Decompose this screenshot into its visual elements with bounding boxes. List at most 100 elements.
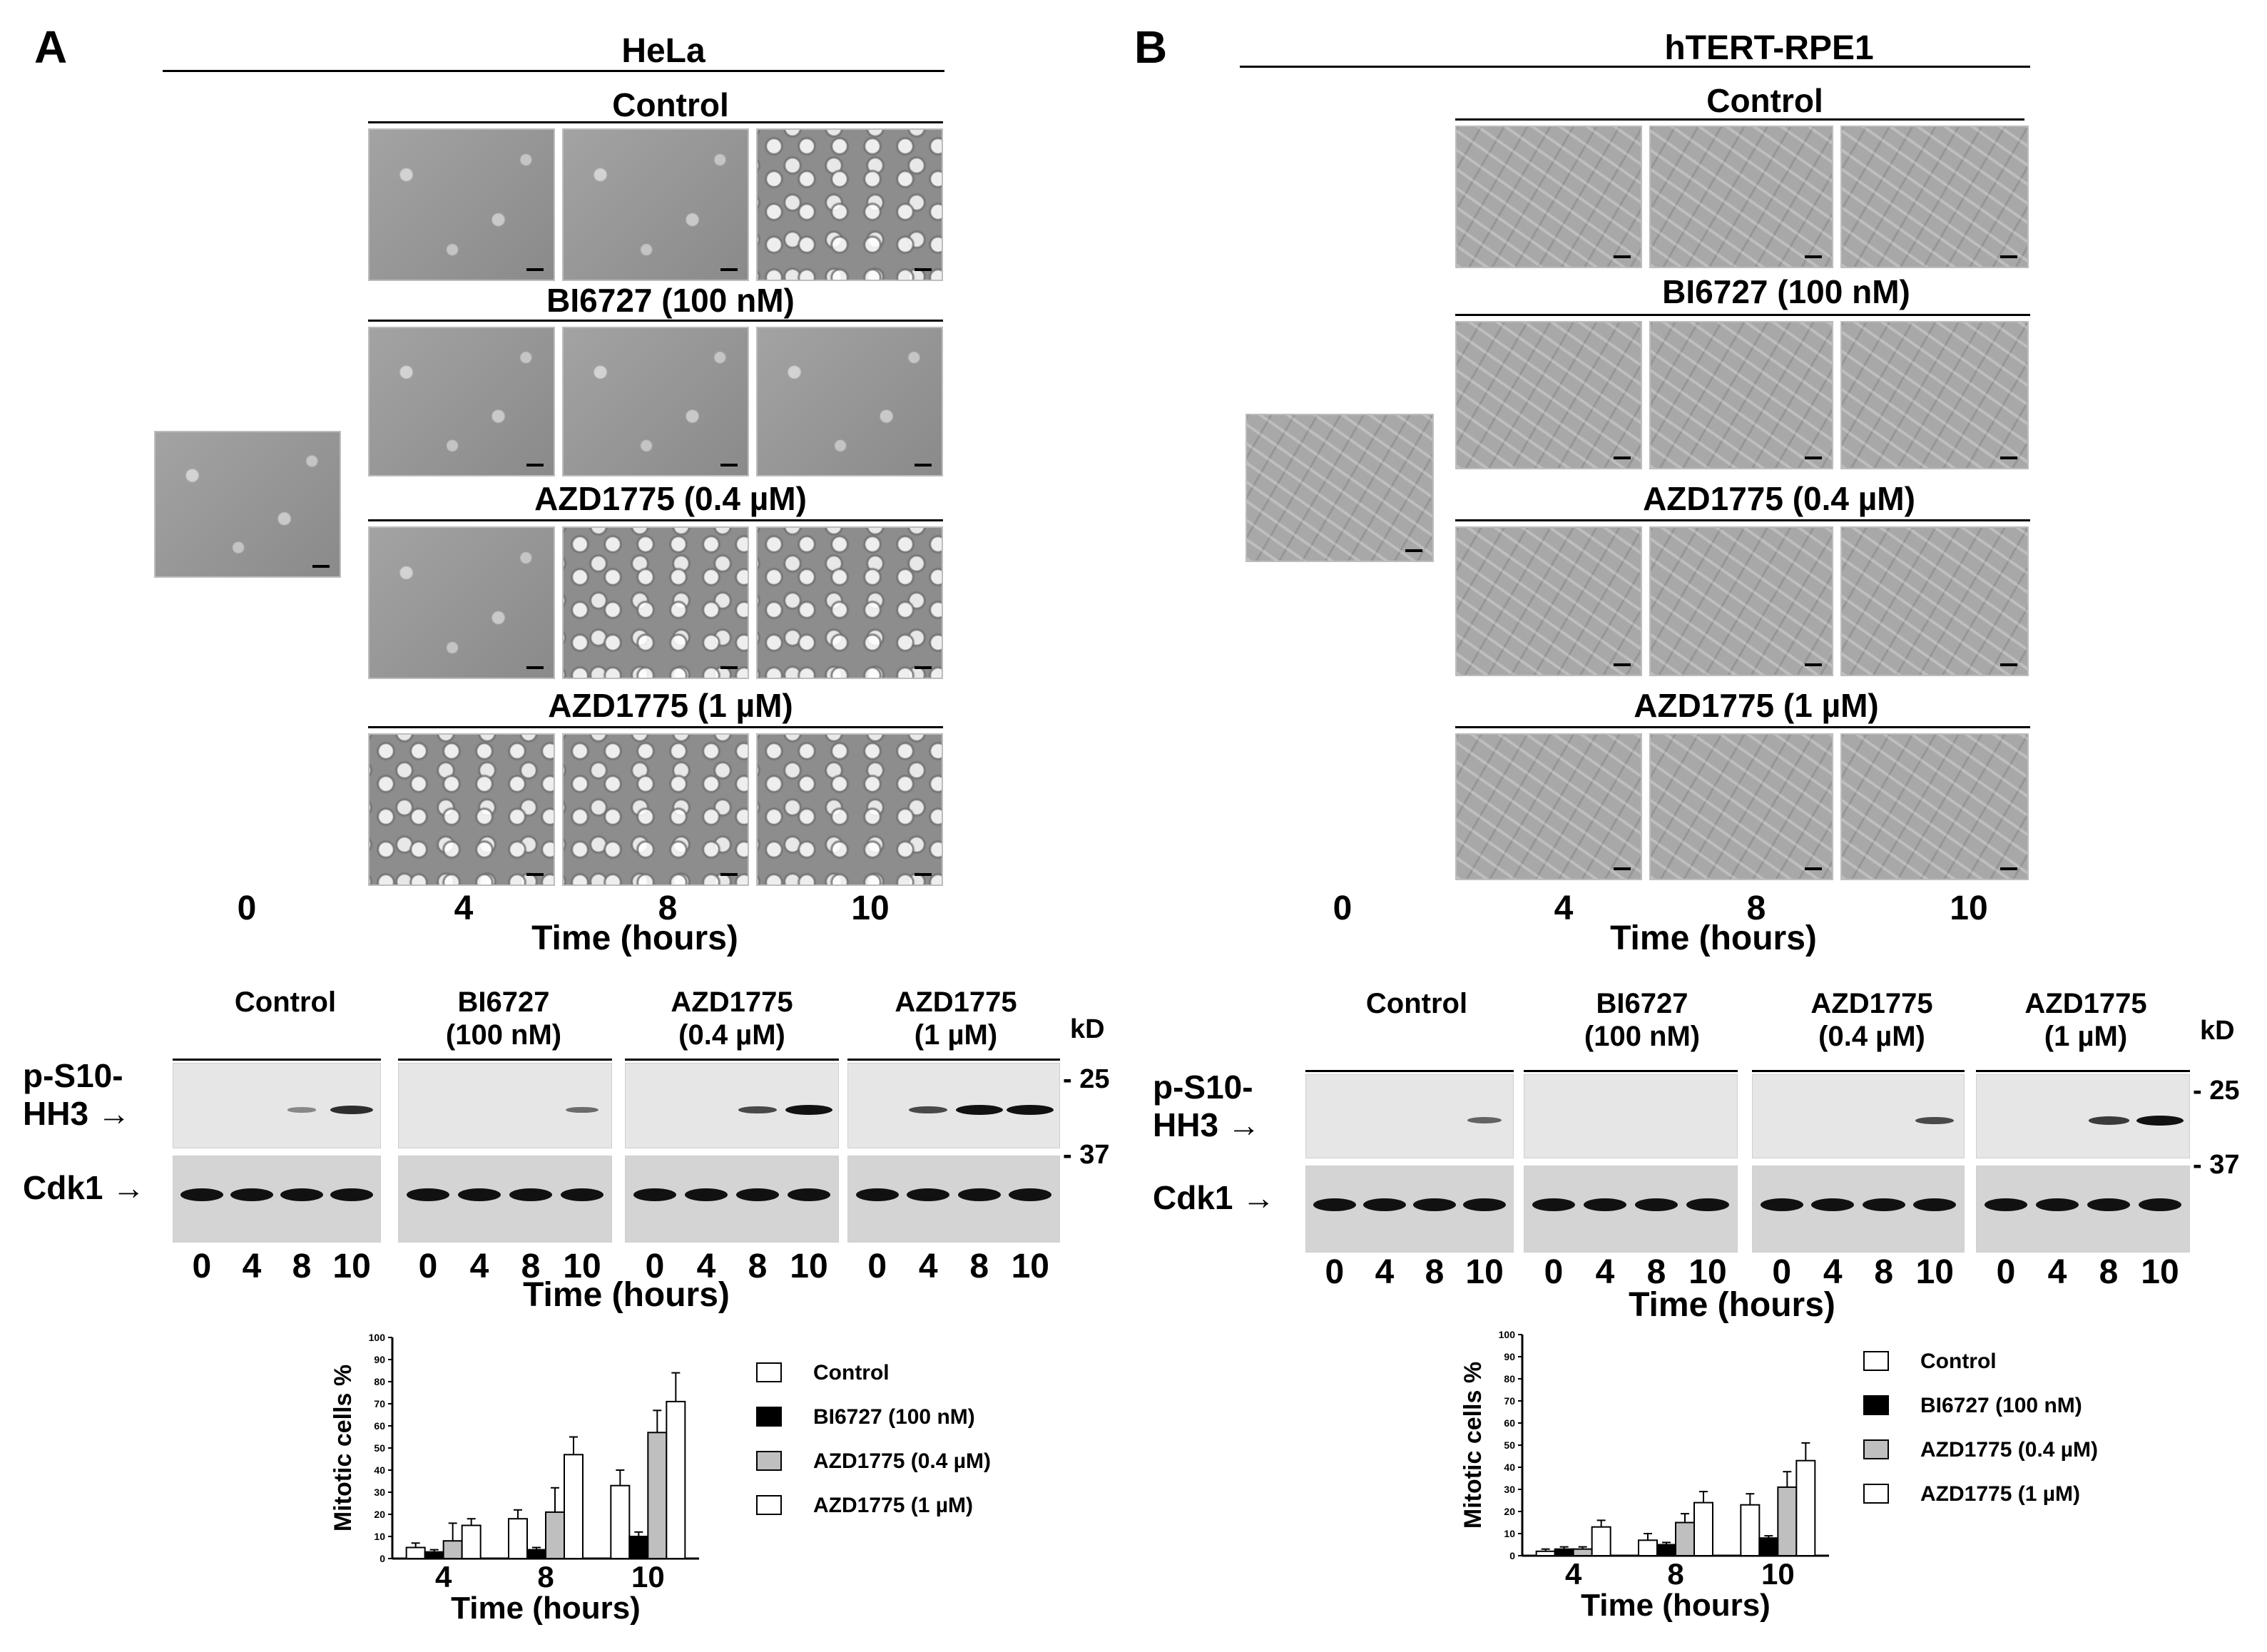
kd-marker: - 25	[1063, 1064, 1110, 1094]
cell-line-rule	[163, 70, 944, 72]
blot-band	[1362, 1198, 1406, 1211]
blot-band	[1862, 1198, 1905, 1211]
lane-label: 10	[790, 1248, 828, 1285]
bar	[461, 1524, 482, 1559]
micrograph	[756, 733, 943, 886]
legend-swatch	[1863, 1351, 1889, 1371]
blot-group-label: BI6727 (100 nM)	[1584, 988, 1701, 1052]
micrograph	[368, 526, 555, 679]
bar	[526, 1549, 546, 1560]
blot-band	[1760, 1198, 1803, 1211]
blot-band	[2088, 1116, 2129, 1125]
time-axis-title: Time (hours)	[531, 919, 738, 957]
micrograph	[756, 526, 943, 679]
kd-title: kD	[2200, 1016, 2235, 1046]
y-tick-label: 30	[374, 1487, 385, 1498]
kd-marker: - 25	[2193, 1076, 2240, 1106]
lane-label: 0	[418, 1248, 438, 1285]
legend-swatch	[1863, 1439, 1889, 1459]
x-tick-label: 8	[1667, 1557, 1683, 1591]
time-label: 10	[1950, 889, 1988, 927]
condition-rule	[368, 519, 943, 521]
blot-group-rule	[1752, 1070, 1965, 1072]
blot-band	[330, 1105, 374, 1115]
bar	[1740, 1504, 1761, 1557]
legend-label: AZD1775 (1 µM)	[813, 1494, 974, 1517]
lane-label: 4	[918, 1248, 938, 1285]
y-tick-label: 70	[1504, 1395, 1515, 1407]
blot-band	[955, 1105, 1003, 1115]
blot-band	[2139, 1198, 2181, 1211]
lane-label: 4	[2047, 1253, 2067, 1291]
panel-letter: A	[34, 21, 68, 73]
blot-band	[1985, 1198, 2027, 1211]
blot-band	[2136, 1115, 2184, 1126]
condition-label: AZD1775 (1 µM)	[1634, 687, 1879, 724]
lane-label: 4	[242, 1248, 262, 1285]
bar-chart: 0 10 20 30 40 50 60 70 80 90 100 Mitotic cells % 4 8 1…	[1459, 1329, 1829, 1623]
y-tick-label: 50	[374, 1442, 385, 1454]
blot-band	[330, 1188, 374, 1201]
lane-label: 0	[1772, 1253, 1792, 1291]
bar	[610, 1484, 631, 1559]
blot-band	[2036, 1198, 2079, 1211]
micrograph-t0	[1245, 414, 1434, 562]
x-axis-label: Time (hours)	[1581, 1588, 1771, 1623]
blot-group-rule	[625, 1059, 839, 1061]
blot-time-axis: Time (hours)	[1629, 1286, 1835, 1324]
x-tick-label: 4	[1565, 1557, 1582, 1591]
y-tick-label: 40	[374, 1464, 385, 1476]
blot-group-label: AZD1775 (1 µM)	[2024, 988, 2147, 1052]
blot-band	[1686, 1198, 1729, 1211]
y-tick-label: 20	[1504, 1506, 1515, 1517]
bar	[647, 1432, 668, 1559]
time-label: 0	[1333, 889, 1352, 927]
condition-rule	[1455, 519, 2030, 521]
bar	[1572, 1548, 1593, 1557]
time-label: 4	[1554, 889, 1574, 927]
bar	[666, 1400, 686, 1560]
lane-label: 8	[292, 1248, 312, 1285]
micrograph	[562, 526, 749, 679]
blot-band	[180, 1188, 223, 1201]
blot-band	[458, 1188, 501, 1201]
blot-band	[1467, 1117, 1502, 1124]
micrograph	[368, 327, 555, 476]
blot-band	[1532, 1198, 1575, 1211]
micrograph	[1455, 321, 1642, 469]
blot-band	[855, 1188, 899, 1201]
micrograph-t0	[154, 431, 341, 578]
bar	[1535, 1550, 1556, 1556]
bar	[1554, 1548, 1574, 1557]
blot-strip-phh3	[398, 1063, 612, 1148]
lane-label: 0	[867, 1248, 887, 1285]
blot-band	[1313, 1198, 1356, 1211]
blot-band	[909, 1106, 948, 1114]
y-tick-label: 50	[1504, 1439, 1515, 1451]
blot-group-rule	[398, 1059, 612, 1061]
time-label: 8	[658, 889, 678, 927]
y-tick-label: 0	[379, 1553, 385, 1564]
legend-label: BI6727 (100 nM)	[813, 1405, 975, 1429]
legend-swatch	[756, 1362, 782, 1382]
panel-letter: B	[1134, 21, 1168, 73]
kd-marker: - 37	[2193, 1150, 2240, 1180]
x-axis-label: Time (hours)	[451, 1591, 641, 1626]
y-tick-label: 100	[369, 1332, 386, 1343]
legend-label: BI6727 (100 nM)	[1920, 1394, 2082, 1417]
legend-swatch	[756, 1407, 782, 1427]
x-tick-label: 10	[1761, 1557, 1795, 1591]
y-tick-label: 100	[1499, 1329, 1516, 1340]
blot-band	[785, 1105, 832, 1115]
micrograph	[1649, 526, 1833, 676]
legend-swatch	[756, 1495, 782, 1515]
lane-label: 10	[1011, 1248, 1049, 1285]
lane-label: 10	[2141, 1253, 2179, 1291]
blot-group-label: AZD1775 (0.4 µM)	[671, 986, 793, 1051]
legend-label: AZD1775 (0.4 µM)	[1920, 1438, 2099, 1462]
lane-label: 4	[1823, 1253, 1843, 1291]
micrograph	[1455, 526, 1642, 676]
bar	[424, 1551, 444, 1560]
lane-label: 8	[748, 1248, 768, 1285]
blot-band	[788, 1188, 830, 1201]
